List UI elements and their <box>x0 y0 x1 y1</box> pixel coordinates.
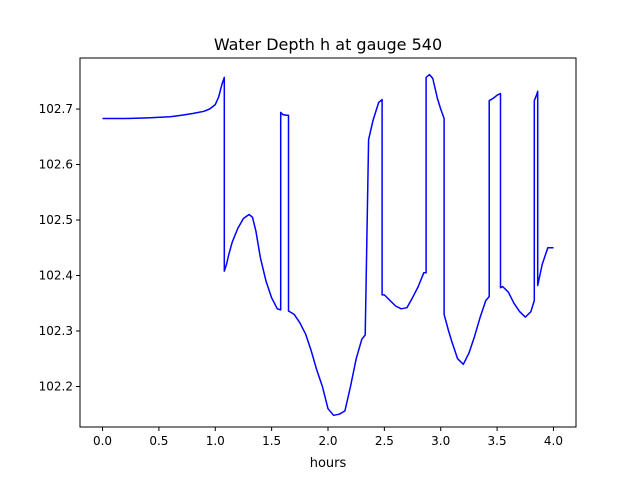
x-tick-label: 3.5 <box>488 434 507 448</box>
series-line <box>102 73 554 417</box>
y-tick-label: 102.6 <box>39 158 73 172</box>
x-tick-label: 4.0 <box>544 434 563 448</box>
x-tick-label: 3.0 <box>431 434 450 448</box>
plot-area-frame <box>79 57 577 428</box>
series-layer <box>102 73 554 417</box>
x-tick-label: 0.5 <box>149 434 168 448</box>
x-tick-label: 0.0 <box>93 434 112 448</box>
y-tick-label: 102.3 <box>39 324 73 338</box>
x-tick-label: 1.0 <box>206 434 225 448</box>
x-axis-ticks: 0.0 0.5 1.0 1.5 2.0 2.5 3.0 3.5 4.0 <box>93 427 563 448</box>
x-axis-label: hours <box>310 456 347 471</box>
y-tick-label: 102.2 <box>39 379 73 393</box>
x-tick-label: 2.0 <box>318 434 337 448</box>
x-tick-label: 1.5 <box>262 434 281 448</box>
y-tick-label: 102.7 <box>39 102 73 116</box>
chart-title: Water Depth h at gauge 540 <box>214 35 442 54</box>
x-tick-label: 2.5 <box>375 434 394 448</box>
y-tick-label: 102.5 <box>39 213 73 227</box>
y-axis-ticks: 102.2 102.3 102.4 102.5 102.6 102.7 <box>39 102 80 393</box>
y-tick-label: 102.4 <box>39 269 73 283</box>
